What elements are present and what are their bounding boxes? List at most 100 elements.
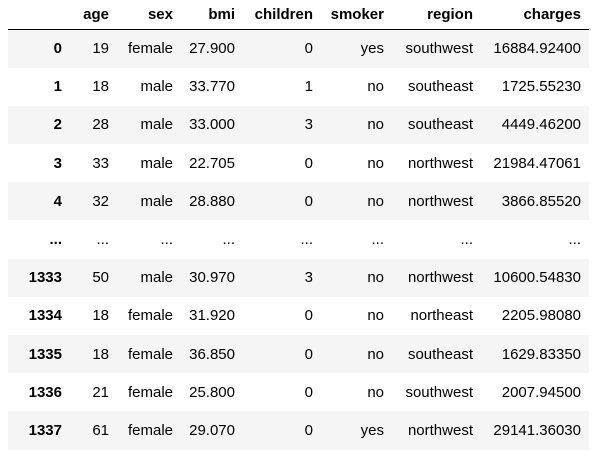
cell-charges: 2205.98080: [501, 307, 581, 325]
cell-children: 3: [304, 116, 313, 134]
header-age: age: [70, 0, 117, 30]
table-row: 1335 18 female 36.850 0 no southeast 1629.83350: [8, 335, 589, 374]
cell-sex: female: [127, 345, 173, 363]
header-row: age sex bmi children smoker region charg…: [8, 0, 589, 30]
cell-smoker: no: [367, 116, 384, 134]
table-row: 3 33 male 22.705 0 no northwest 21984.47061: [8, 144, 589, 183]
row-index-cell: 3: [53, 154, 62, 172]
row-index-cell: 1: [53, 78, 62, 96]
cell-sex: male: [140, 192, 173, 210]
cell-smoker: no: [367, 307, 384, 325]
row-index-cell: ...: [49, 231, 62, 249]
cell-bmi: 36.850: [189, 345, 235, 363]
cell-charges: 1629.83350: [501, 345, 581, 363]
cell-bmi: 27.900: [189, 40, 235, 58]
cell-charges: 10600.54830: [493, 269, 581, 287]
table-row: 1337 61 female 29.070 0 yes northwest 29141.360…: [8, 411, 589, 450]
cell-sex: female: [127, 307, 173, 325]
cell-children: 0: [304, 383, 313, 401]
cell-age: 18: [92, 307, 109, 325]
cell-sex: ...: [160, 231, 173, 249]
cell-children: 0: [304, 421, 313, 439]
cell-children: 0: [304, 40, 313, 58]
cell-bmi: 30.970: [189, 269, 235, 287]
cell-sex: male: [140, 269, 173, 287]
cell-age: 19: [92, 40, 109, 58]
header-charges: charges: [481, 0, 589, 30]
row-index-cell: 1336: [28, 383, 62, 401]
cell-bmi: 31.920: [189, 307, 235, 325]
cell-children: 0: [304, 192, 313, 210]
table-body: 0 19 female 27.900 0 yes southwest 16884.92400 1…: [8, 29, 589, 450]
cell-age: 18: [92, 78, 109, 96]
cell-region: southwest: [405, 383, 473, 401]
table-row: ........................: [8, 220, 589, 259]
cell-age: 61: [92, 421, 109, 439]
row-index-cell: 2: [53, 116, 62, 134]
cell-smoker: yes: [360, 421, 384, 439]
cell-region: northwest: [407, 269, 473, 287]
cell-charges: 1725.55230: [501, 78, 581, 96]
cell-charges: 3866.85520: [501, 192, 581, 210]
cell-children: 1: [304, 78, 313, 96]
cell-bmi: 25.800: [189, 383, 235, 401]
cell-bmi: 28.880: [189, 192, 235, 210]
row-index-cell: 4: [53, 192, 62, 210]
cell-region: northwest: [407, 154, 473, 172]
header-smoker: smoker: [321, 0, 392, 30]
cell-smoker: ...: [371, 231, 384, 249]
cell-smoker: yes: [360, 40, 384, 58]
cell-sex: male: [140, 78, 173, 96]
cell-region: northwest: [407, 192, 473, 210]
cell-region: southeast: [407, 78, 473, 96]
cell-charges: 4449.46200: [501, 116, 581, 134]
cell-sex: female: [127, 421, 173, 439]
cell-sex: male: [140, 116, 173, 134]
cell-sex: male: [140, 154, 173, 172]
row-index-cell: 1334: [28, 307, 62, 325]
cell-children: 0: [304, 307, 313, 325]
cell-age: 28: [92, 116, 109, 134]
cell-children: 3: [304, 269, 313, 287]
header-bmi: bmi: [181, 0, 243, 30]
table-header: age sex bmi children smoker region charg…: [8, 0, 589, 30]
cell-smoker: no: [367, 192, 384, 210]
cell-smoker: no: [367, 345, 384, 363]
cell-charges: 21984.47061: [493, 154, 581, 172]
cell-region: southwest: [405, 40, 473, 58]
cell-region: northwest: [407, 421, 473, 439]
row-index-cell: 1335: [28, 345, 62, 363]
header-children: children: [243, 0, 321, 30]
cell-bmi: 33.000: [189, 116, 235, 134]
dataframe-output: age sex bmi children smoker region charg…: [8, 0, 589, 450]
dataframe-table: age sex bmi children smoker region charg…: [8, 0, 589, 450]
cell-charges: 16884.92400: [493, 40, 581, 58]
cell-charges: ...: [568, 231, 581, 249]
cell-smoker: no: [367, 78, 384, 96]
cell-age: 32: [92, 192, 109, 210]
cell-children: ...: [300, 231, 313, 249]
table-row: 1333 50 male 30.970 3 no northwest 10600.54830: [8, 258, 589, 297]
row-index-cell: 1333: [28, 269, 62, 287]
table-row: 2 28 male 33.000 3 no southeast 4449.46200: [8, 105, 589, 145]
cell-region: southeast: [407, 345, 473, 363]
cell-bmi: 33.770: [189, 78, 235, 96]
cell-children: 0: [304, 154, 313, 172]
cell-smoker: no: [367, 269, 384, 287]
cell-sex: female: [127, 383, 173, 401]
cell-bmi: 29.070: [189, 421, 235, 439]
row-index-cell: 1337: [28, 421, 62, 439]
cell-age: 21: [92, 383, 109, 401]
cell-charges: 29141.36030: [493, 421, 581, 439]
table-row: 1334 18 female 31.920 0 no northeast 2205.98080: [8, 296, 589, 335]
cell-bmi: 22.705: [189, 154, 235, 172]
cell-sex: female: [127, 40, 173, 58]
cell-children: 0: [304, 345, 313, 363]
header-index: [8, 0, 70, 30]
header-sex: sex: [117, 0, 181, 30]
cell-charges: 2007.94500: [501, 383, 581, 401]
cell-age: ...: [96, 231, 109, 249]
cell-age: 33: [92, 154, 109, 172]
cell-region: southeast: [407, 116, 473, 134]
cell-bmi: ...: [222, 231, 235, 249]
